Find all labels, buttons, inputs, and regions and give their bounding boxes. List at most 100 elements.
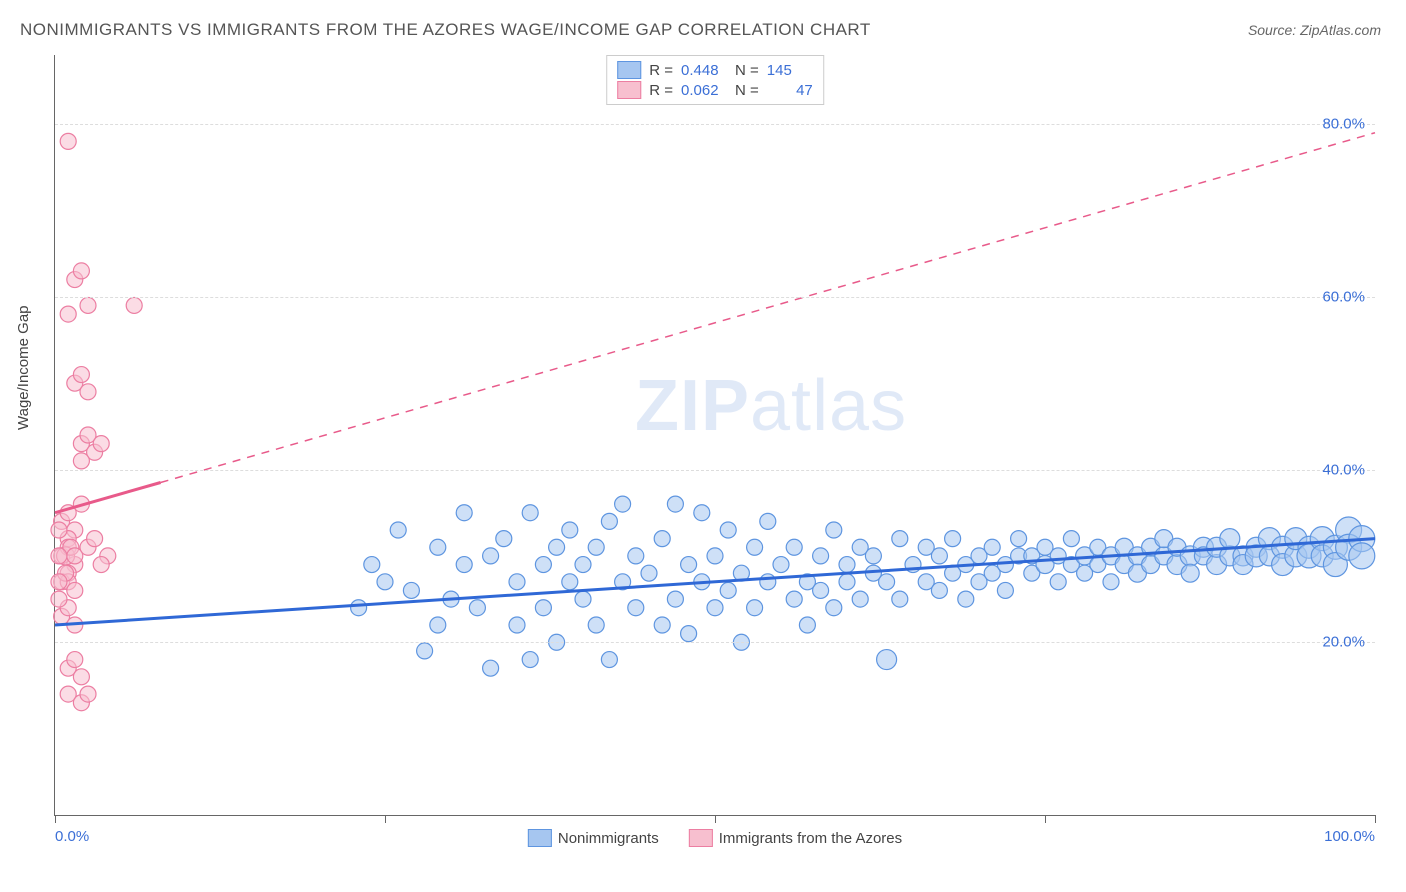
n-label: N =: [735, 62, 759, 79]
data-point: [456, 557, 472, 573]
data-point: [813, 582, 829, 598]
trendline: [55, 483, 161, 513]
data-point: [60, 306, 76, 322]
data-point: [87, 531, 103, 547]
r-label: R =: [649, 62, 673, 79]
data-point: [667, 496, 683, 512]
data-point: [93, 436, 109, 452]
ytick-label: 20.0%: [1322, 634, 1365, 651]
data-point: [654, 617, 670, 633]
data-point: [945, 531, 961, 547]
data-point: [93, 557, 109, 573]
data-point: [720, 522, 736, 538]
data-point: [1011, 531, 1027, 547]
r-value-2: 0.062: [681, 82, 727, 99]
data-point: [483, 548, 499, 564]
trendline: [161, 133, 1375, 483]
legend-item-nonimmigrants: Nonimmigrants: [528, 829, 659, 847]
data-point: [430, 617, 446, 633]
data-point: [351, 600, 367, 616]
data-point: [51, 548, 67, 564]
data-point: [747, 600, 763, 616]
data-point: [403, 582, 419, 598]
data-point: [509, 574, 525, 590]
data-point: [67, 652, 83, 668]
data-point: [694, 505, 710, 521]
xtick-label: 100.0%: [1324, 828, 1375, 845]
source-label: Source: ZipAtlas.com: [1248, 22, 1381, 38]
data-point: [1063, 531, 1079, 547]
data-point: [522, 505, 538, 521]
data-point: [562, 522, 578, 538]
n-value-1: 145: [767, 62, 813, 79]
data-point: [51, 522, 67, 538]
data-point: [496, 531, 512, 547]
data-point: [628, 600, 644, 616]
data-point: [390, 522, 406, 538]
data-point: [73, 367, 89, 383]
data-point: [720, 582, 736, 598]
data-point: [760, 574, 776, 590]
data-point: [456, 505, 472, 521]
data-point: [575, 557, 591, 573]
data-point: [654, 531, 670, 547]
data-point: [958, 591, 974, 607]
data-point: [877, 650, 897, 670]
swatch-pink: [617, 81, 641, 99]
data-point: [839, 574, 855, 590]
chart-title: NONIMMIGRANTS VS IMMIGRANTS FROM THE AZO…: [20, 20, 871, 40]
data-point: [839, 557, 855, 573]
data-point: [549, 539, 565, 555]
data-point: [562, 574, 578, 590]
data-point: [892, 531, 908, 547]
data-point: [126, 297, 142, 313]
data-point: [773, 557, 789, 573]
data-point: [865, 548, 881, 564]
xtick-label: 0.0%: [55, 828, 89, 845]
data-point: [535, 557, 551, 573]
ytick-label: 60.0%: [1322, 288, 1365, 305]
data-point: [1349, 543, 1375, 569]
data-point: [73, 669, 89, 685]
n-label: N =: [735, 82, 759, 99]
data-point: [997, 582, 1013, 598]
data-point: [575, 591, 591, 607]
data-point: [601, 513, 617, 529]
data-point: [377, 574, 393, 590]
data-point: [1050, 574, 1066, 590]
data-point: [786, 539, 802, 555]
legend-label-1: Nonimmigrants: [558, 830, 659, 847]
data-point: [522, 652, 538, 668]
plot-area: ZIPatlas R = 0.448 N = 145 R = 0.062 N =…: [54, 55, 1375, 816]
data-point: [879, 574, 895, 590]
data-point: [1103, 574, 1119, 590]
data-point: [588, 539, 604, 555]
data-point: [826, 600, 842, 616]
data-point: [984, 539, 1000, 555]
data-point: [469, 600, 485, 616]
data-point: [601, 652, 617, 668]
data-point: [707, 548, 723, 564]
data-point: [667, 591, 683, 607]
data-point: [826, 522, 842, 538]
legend: Nonimmigrants Immigrants from the Azores: [528, 829, 902, 847]
data-point: [73, 263, 89, 279]
stats-box: R = 0.448 N = 145 R = 0.062 N = 47: [606, 55, 824, 105]
data-point: [681, 557, 697, 573]
data-point: [931, 548, 947, 564]
data-point: [73, 453, 89, 469]
data-point: [1220, 529, 1240, 549]
chart-svg: [55, 55, 1375, 815]
data-point: [67, 582, 83, 598]
r-label: R =: [649, 82, 673, 99]
data-point: [641, 565, 657, 581]
data-point: [892, 591, 908, 607]
legend-item-immigrants: Immigrants from the Azores: [689, 829, 902, 847]
data-point: [681, 626, 697, 642]
ytick-label: 40.0%: [1322, 461, 1365, 478]
data-point: [80, 297, 96, 313]
legend-label-2: Immigrants from the Azores: [719, 830, 902, 847]
data-point: [628, 548, 644, 564]
data-point: [707, 600, 723, 616]
swatch-blue: [528, 829, 552, 847]
